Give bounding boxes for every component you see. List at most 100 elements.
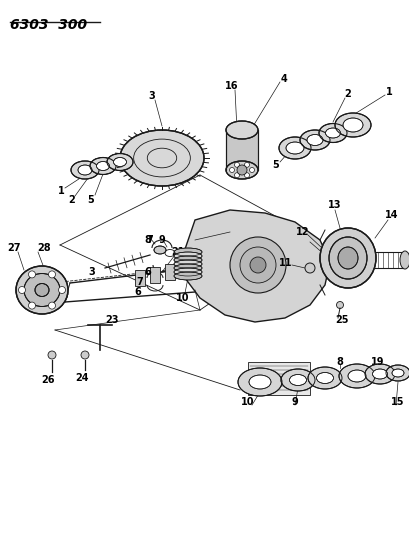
Ellipse shape [120, 130, 204, 186]
Ellipse shape [289, 375, 306, 385]
Bar [135, 270, 145, 286]
Text: 13: 13 [328, 200, 341, 210]
Circle shape [234, 173, 239, 177]
Text: 5: 5 [88, 195, 94, 205]
Ellipse shape [154, 246, 166, 254]
Text: 1: 1 [58, 186, 64, 196]
Circle shape [29, 302, 36, 309]
Ellipse shape [113, 157, 126, 166]
Text: 1: 1 [385, 87, 391, 97]
Text: 12: 12 [296, 227, 309, 237]
Ellipse shape [173, 256, 202, 264]
Text: 2: 2 [344, 89, 351, 99]
Text: 25: 25 [335, 315, 348, 325]
Text: 21: 21 [171, 247, 184, 257]
Ellipse shape [35, 284, 49, 296]
Circle shape [239, 247, 275, 283]
Ellipse shape [319, 228, 375, 288]
Text: 4: 4 [280, 74, 287, 84]
Ellipse shape [71, 161, 99, 179]
Ellipse shape [278, 137, 310, 159]
Text: 27: 27 [7, 243, 21, 253]
Ellipse shape [173, 252, 202, 260]
Ellipse shape [399, 251, 409, 269]
Ellipse shape [237, 368, 281, 396]
Text: 11: 11 [279, 258, 292, 268]
Ellipse shape [306, 134, 322, 146]
Ellipse shape [96, 161, 109, 171]
Ellipse shape [316, 373, 333, 384]
Text: 9: 9 [158, 235, 165, 245]
Text: 28: 28 [37, 243, 51, 253]
Circle shape [249, 167, 254, 173]
Ellipse shape [173, 268, 202, 276]
Polygon shape [247, 362, 309, 395]
Circle shape [336, 302, 343, 309]
Ellipse shape [248, 375, 270, 389]
Text: 2: 2 [68, 195, 75, 205]
Ellipse shape [173, 272, 202, 280]
Text: 24: 24 [75, 373, 88, 383]
Text: 7: 7 [146, 235, 153, 245]
Circle shape [229, 237, 285, 293]
Text: 19: 19 [370, 357, 384, 367]
Text: 8: 8 [144, 235, 151, 245]
Ellipse shape [318, 124, 346, 142]
Circle shape [48, 271, 55, 278]
Ellipse shape [391, 369, 403, 377]
Text: 3: 3 [88, 267, 95, 277]
Ellipse shape [342, 118, 362, 132]
Ellipse shape [364, 364, 394, 384]
Ellipse shape [225, 121, 257, 139]
Ellipse shape [225, 161, 257, 179]
Bar [164, 264, 175, 280]
Text: 6: 6 [144, 267, 151, 277]
Polygon shape [182, 210, 329, 322]
Circle shape [81, 351, 89, 359]
Circle shape [58, 287, 65, 294]
Ellipse shape [347, 370, 365, 382]
Text: 26: 26 [41, 375, 55, 385]
Circle shape [48, 351, 56, 359]
Text: 6303  300: 6303 300 [10, 18, 87, 32]
Ellipse shape [173, 264, 202, 272]
Ellipse shape [328, 237, 366, 279]
Text: 15: 15 [390, 397, 404, 407]
Circle shape [18, 287, 25, 294]
Circle shape [236, 165, 246, 175]
Ellipse shape [173, 260, 202, 268]
Circle shape [29, 271, 36, 278]
Circle shape [244, 173, 249, 177]
Ellipse shape [78, 165, 92, 175]
Circle shape [244, 163, 249, 167]
Ellipse shape [325, 128, 339, 138]
Ellipse shape [107, 154, 133, 171]
Text: 9: 9 [291, 397, 298, 407]
Text: 8: 8 [336, 357, 343, 367]
Bar [150, 267, 160, 283]
Circle shape [234, 163, 239, 167]
Text: 7: 7 [136, 277, 143, 287]
Ellipse shape [307, 367, 341, 389]
Text: 14: 14 [384, 210, 398, 220]
Ellipse shape [372, 369, 387, 379]
Ellipse shape [24, 273, 60, 306]
Ellipse shape [16, 266, 68, 314]
Text: 5: 5 [272, 160, 279, 170]
Ellipse shape [285, 142, 303, 154]
Text: 10: 10 [240, 397, 254, 407]
Ellipse shape [337, 247, 357, 269]
Ellipse shape [173, 248, 202, 256]
Polygon shape [225, 130, 257, 170]
Ellipse shape [385, 365, 409, 381]
Ellipse shape [280, 369, 314, 391]
Circle shape [48, 302, 55, 309]
Ellipse shape [299, 130, 329, 150]
Circle shape [304, 263, 314, 273]
Circle shape [249, 257, 265, 273]
Ellipse shape [334, 113, 370, 137]
Text: 3: 3 [148, 91, 155, 101]
Text: 6: 6 [134, 287, 141, 297]
Text: 23: 23 [105, 315, 119, 325]
Ellipse shape [338, 364, 374, 388]
